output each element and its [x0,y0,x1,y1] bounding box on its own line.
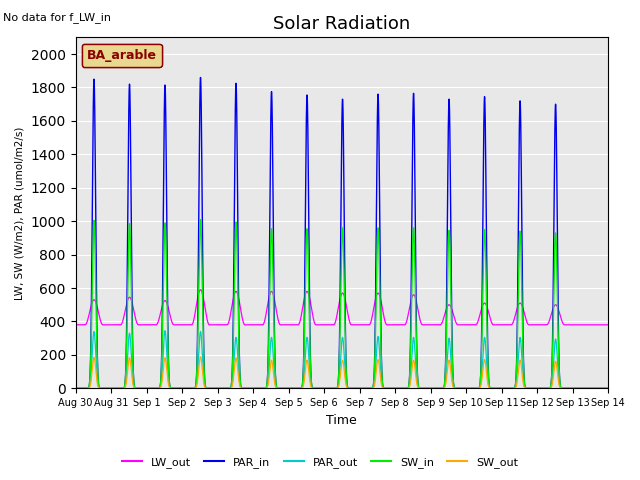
X-axis label: Time: Time [326,414,357,427]
SW_out [476,385,484,391]
LW_out [476,312,484,318]
SW_in [461,385,468,391]
SW_in [476,382,484,388]
PAR_out [461,385,468,391]
PAR_out [575,385,583,391]
PAR_in [604,385,612,391]
SW_in [604,385,612,391]
SW_in [253,385,260,391]
Legend: BA_arable: BA_arable [82,44,162,67]
Line: SW_out: SW_out [76,357,608,388]
PAR_in [196,74,204,80]
LW_out [575,322,583,328]
SW_out [253,385,260,391]
LW_out [604,322,612,328]
Legend: LW_out, PAR_in, PAR_out, SW_in, SW_out: LW_out, PAR_in, PAR_out, SW_in, SW_out [117,452,523,472]
Line: SW_in: SW_in [76,219,608,388]
PAR_out [324,385,332,391]
Text: No data for f_LW_in: No data for f_LW_in [3,12,111,23]
Title: Solar Radiation: Solar Radiation [273,15,410,33]
PAR_out [161,328,169,334]
SW_out [575,385,583,391]
PAR_in [72,385,79,391]
SW_out [324,385,332,391]
PAR_out [582,385,589,391]
LW_out [461,322,468,328]
Line: LW_out: LW_out [76,290,608,325]
PAR_in [476,383,484,388]
LW_out [582,322,589,328]
SW_out [72,385,79,391]
Line: PAR_in: PAR_in [76,77,608,388]
PAR_out [604,385,612,391]
SW_in [582,385,589,391]
SW_out [196,354,204,360]
SW_out [582,385,589,391]
LW_out [196,287,204,293]
SW_in [72,385,79,391]
SW_in [196,216,204,222]
PAR_in [253,385,260,391]
PAR_in [324,385,332,391]
PAR_out [476,384,484,390]
SW_out [604,385,612,391]
PAR_out [72,385,79,391]
Line: PAR_out: PAR_out [76,331,608,388]
PAR_out [253,385,260,391]
PAR_in [461,385,468,391]
LW_out [253,322,260,328]
Y-axis label: LW, SW (W/m2), PAR (umol/m2/s): LW, SW (W/m2), PAR (umol/m2/s) [15,126,25,300]
SW_in [575,385,583,391]
LW_out [324,322,332,328]
SW_out [461,385,468,391]
PAR_in [575,385,583,391]
SW_in [324,385,332,391]
PAR_in [582,385,589,391]
LW_out [72,322,79,328]
